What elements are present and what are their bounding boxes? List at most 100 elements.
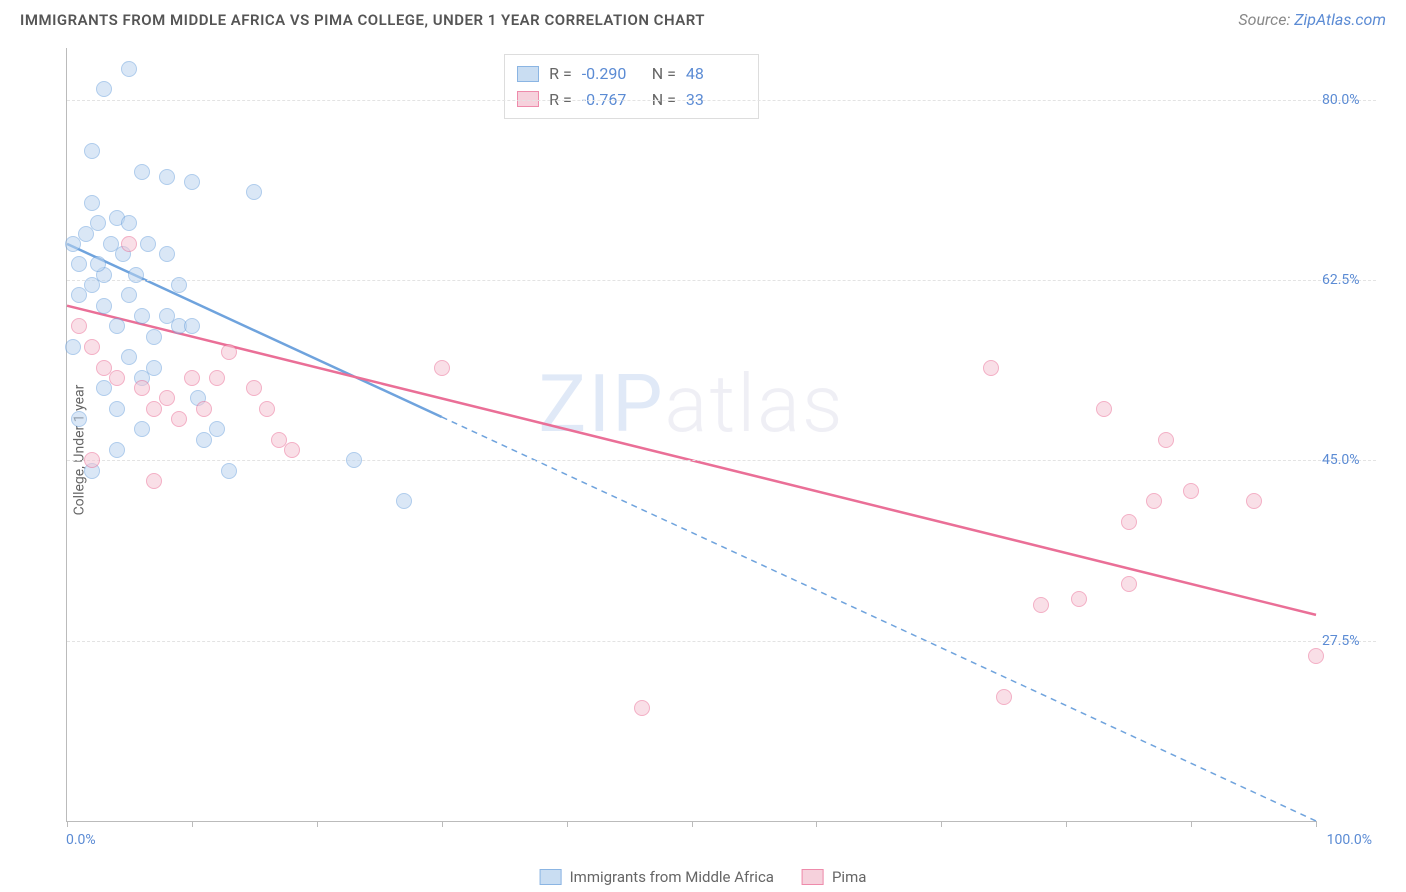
data-point-pima (184, 370, 200, 386)
data-point-immigrants (209, 421, 225, 437)
data-point-immigrants (90, 256, 106, 272)
data-point-pima (159, 390, 175, 406)
y-tick-label: 62.5% (1322, 272, 1378, 288)
data-point-pima (259, 401, 275, 417)
legend-swatch (540, 869, 562, 885)
series-legend-label: Pima (832, 868, 866, 886)
x-tick (1066, 821, 1067, 827)
data-point-pima (71, 318, 87, 334)
data-point-immigrants (146, 329, 162, 345)
data-point-pima (983, 360, 999, 376)
data-point-immigrants (121, 287, 137, 303)
data-point-pima (1246, 493, 1262, 509)
data-point-pima (1121, 576, 1137, 592)
data-point-immigrants (121, 215, 137, 231)
data-point-immigrants (109, 318, 125, 334)
series-legend-item-pima: Pima (802, 868, 866, 886)
data-point-pima (171, 411, 187, 427)
data-point-immigrants (71, 256, 87, 272)
chart-container: College, Under 1 year ZIPatlas R =-0.290… (20, 48, 1386, 852)
data-point-immigrants (159, 246, 175, 262)
y-tick-label: 80.0% (1322, 92, 1378, 108)
data-point-immigrants (65, 339, 81, 355)
data-point-immigrants (96, 81, 112, 97)
trend-lines-layer (67, 48, 1316, 821)
data-point-immigrants (221, 463, 237, 479)
x-tick (567, 821, 568, 827)
data-point-immigrants (171, 277, 187, 293)
x-tick (192, 821, 193, 827)
data-point-immigrants (134, 164, 150, 180)
data-point-pima (109, 370, 125, 386)
data-point-pima (84, 339, 100, 355)
plot-area: ZIPatlas R =-0.290N =48R =-0.767N =33 27… (66, 48, 1316, 822)
data-point-immigrants (184, 318, 200, 334)
y-tick-label: 45.0% (1322, 452, 1378, 468)
series-legend-label: Immigrants from Middle Africa (570, 868, 774, 886)
data-point-pima (1146, 493, 1162, 509)
data-point-pima (246, 380, 262, 396)
x-tick (692, 821, 693, 827)
source-attribution: Source: ZipAtlas.com (1238, 10, 1386, 29)
data-point-immigrants (84, 143, 100, 159)
series-legend: Immigrants from Middle Africa Pima (540, 868, 867, 886)
data-point-immigrants (109, 442, 125, 458)
gridline (67, 100, 1376, 101)
data-point-immigrants (84, 195, 100, 211)
data-point-immigrants (128, 267, 144, 283)
data-point-pima (196, 401, 212, 417)
source-prefix: Source: (1238, 10, 1294, 29)
data-point-pima (1071, 591, 1087, 607)
y-tick-label: 27.5% (1322, 633, 1378, 649)
data-point-immigrants (140, 236, 156, 252)
legend-swatch (802, 869, 824, 885)
data-point-pima (209, 370, 225, 386)
gridline (67, 460, 1376, 461)
chart-title: IMMIGRANTS FROM MIDDLE AFRICA VS PIMA CO… (20, 11, 705, 29)
data-point-immigrants (246, 184, 262, 200)
data-point-pima (1158, 432, 1174, 448)
data-point-pima (434, 360, 450, 376)
data-point-immigrants (146, 360, 162, 376)
data-point-pima (221, 344, 237, 360)
x-axis-min-label: 0.0% (66, 832, 96, 848)
data-point-pima (284, 442, 300, 458)
data-point-immigrants (96, 298, 112, 314)
trend-line-immigrants-extrapolated (442, 417, 1316, 821)
data-point-immigrants (346, 452, 362, 468)
data-point-immigrants (134, 421, 150, 437)
x-tick (67, 821, 68, 827)
gridline (67, 280, 1376, 281)
data-point-pima (146, 473, 162, 489)
x-tick (1316, 821, 1317, 827)
x-axis-max-label: 100.0% (1327, 832, 1372, 848)
data-point-immigrants (159, 169, 175, 185)
x-tick (941, 821, 942, 827)
data-point-immigrants (109, 401, 125, 417)
data-point-pima (84, 452, 100, 468)
data-point-immigrants (134, 308, 150, 324)
data-point-immigrants (84, 277, 100, 293)
data-point-pima (1121, 514, 1137, 530)
data-point-pima (1308, 648, 1324, 664)
data-point-pima (996, 689, 1012, 705)
series-legend-item-immigrants: Immigrants from Middle Africa (540, 868, 774, 886)
data-point-immigrants (396, 493, 412, 509)
data-point-pima (1096, 401, 1112, 417)
data-point-pima (134, 380, 150, 396)
data-point-immigrants (184, 174, 200, 190)
data-point-immigrants (121, 61, 137, 77)
data-point-immigrants (121, 349, 137, 365)
data-point-pima (634, 700, 650, 716)
data-point-immigrants (71, 411, 87, 427)
x-tick (442, 821, 443, 827)
source-link[interactable]: ZipAtlas.com (1294, 10, 1386, 29)
data-point-pima (1033, 597, 1049, 613)
x-tick (1191, 821, 1192, 827)
data-point-pima (121, 236, 137, 252)
data-point-immigrants (90, 215, 106, 231)
data-point-pima (1183, 483, 1199, 499)
x-tick (317, 821, 318, 827)
x-tick (816, 821, 817, 827)
gridline (67, 641, 1376, 642)
